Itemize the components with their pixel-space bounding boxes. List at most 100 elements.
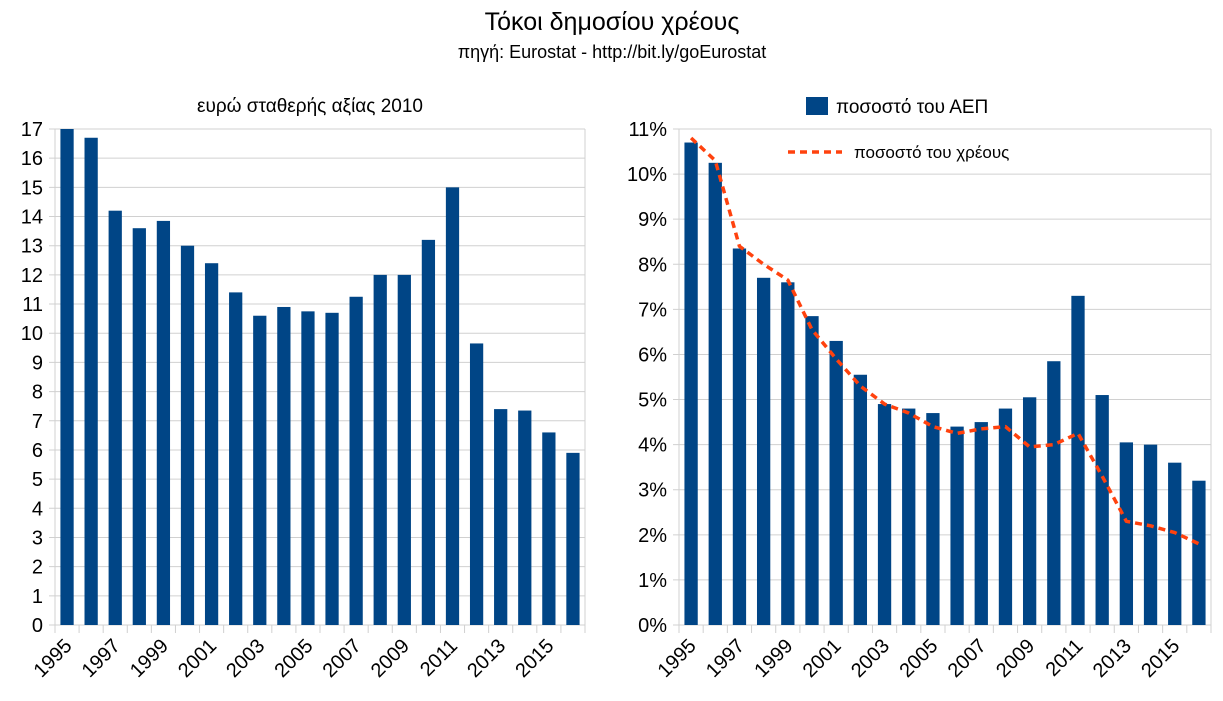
bar-2006 <box>950 426 964 625</box>
y-tick-label: 16 <box>21 148 43 170</box>
bar-2009 <box>1022 397 1037 625</box>
bar-2008 <box>373 274 387 625</box>
bar-2015 <box>1168 462 1182 625</box>
y-tick-label: 7% <box>638 299 667 321</box>
y-tick-label: 6% <box>638 344 667 366</box>
bar-1996 <box>84 137 98 626</box>
bar-2004 <box>902 408 916 625</box>
chart-title: Τόκοι δημοσίου χρέους <box>485 8 740 36</box>
x-tick-label: 2005 <box>270 635 317 682</box>
y-tick-label: 11% <box>628 119 667 141</box>
bar-2016 <box>1192 480 1206 625</box>
bar-2005 <box>926 413 940 625</box>
y-tick-label: 2 <box>32 557 43 579</box>
bar-2003 <box>877 404 892 625</box>
y-tick-label: 17 <box>21 119 43 141</box>
y-tick-label: 6 <box>32 440 43 462</box>
y-tick-label: 9 <box>32 352 43 374</box>
bar-1998 <box>132 228 146 625</box>
y-tick-label: 7 <box>32 411 43 433</box>
legend-label-bar: ποσοστό του ΑΕΠ <box>836 97 988 118</box>
bar-2006 <box>325 312 339 625</box>
bar-2011 <box>1071 295 1085 625</box>
bar-1997 <box>732 248 747 625</box>
bar-2000 <box>805 316 819 625</box>
y-tick-label: 0 <box>32 615 43 637</box>
y-tick-label: 0% <box>638 615 667 637</box>
bar-2001 <box>204 263 219 625</box>
x-tick-label: 2001 <box>174 635 221 682</box>
y-tick-label: 1 <box>32 586 43 608</box>
y-tick-label: 3 <box>32 527 43 549</box>
x-tick-label: 2001 <box>799 635 846 682</box>
y-tick-label: 4 <box>32 498 43 520</box>
x-tick-label: 2003 <box>847 635 894 682</box>
y-tick-label: 12 <box>21 265 43 287</box>
y-tick-label: 5% <box>638 390 667 412</box>
bar-2007 <box>349 296 363 625</box>
bar-2015 <box>542 432 556 625</box>
bar-2002 <box>229 292 243 625</box>
y-tick-label: 1% <box>638 570 667 592</box>
x-tick-label: 1997 <box>702 635 749 682</box>
y-tick-label: 15 <box>21 177 43 199</box>
bar-2005 <box>301 311 315 625</box>
bar-2008 <box>998 408 1013 625</box>
bar-2001 <box>829 340 843 625</box>
right-chart: 0%1%2%3%4%5%6%7%8%9%10%11%1995 1997 1999 20… <box>627 119 1212 682</box>
bar-2003 <box>253 315 267 625</box>
x-tick-label: 1999 <box>750 635 797 682</box>
bar-2007 <box>974 422 988 625</box>
x-tick-label: 2007 <box>319 635 366 682</box>
y-tick-label: 2% <box>638 525 667 547</box>
bar-1999 <box>156 220 171 625</box>
bar-2002 <box>853 374 868 625</box>
x-tick-label: 2007 <box>944 635 991 682</box>
x-tick-label: 2011 <box>416 635 462 681</box>
x-tick-label: 2005 <box>895 635 942 682</box>
line-series-debt-share <box>689 136 1200 546</box>
x-tick-label: 1995 <box>30 635 77 682</box>
bar-2010 <box>421 239 436 625</box>
legend-swatch-bar <box>806 97 828 115</box>
bar-2009 <box>397 274 411 625</box>
x-tick-label: 2011 <box>1042 635 1088 681</box>
x-tick-label: 1999 <box>126 635 173 682</box>
x-tick-label: 2015 <box>511 635 558 682</box>
x-tick-label: 1995 <box>654 635 701 682</box>
bar-2013 <box>494 409 508 625</box>
y-tick-label: 5 <box>32 469 43 491</box>
y-tick-label: 8 <box>32 382 43 404</box>
bar-1999 <box>781 282 795 625</box>
bar-1998 <box>756 277 771 625</box>
y-tick-label: 11 <box>22 294 43 316</box>
x-tick-label: 2015 <box>1137 635 1184 682</box>
bar-2014 <box>518 410 532 625</box>
y-tick-label: 13 <box>21 236 43 258</box>
y-tick-label: 8% <box>638 254 667 276</box>
y-tick-label: 10 <box>21 323 43 345</box>
x-tick-label: 2009 <box>992 635 1039 682</box>
legend: ποσοστό του ΑΕΠ ποσοστό του χρέους <box>788 97 1009 162</box>
bar-2014 <box>1143 444 1158 625</box>
x-tick-label: 2013 <box>1089 635 1136 682</box>
bar-2013 <box>1119 442 1134 625</box>
x-tick-label: 2003 <box>222 635 269 682</box>
x-tick-label: 1997 <box>78 635 125 682</box>
y-tick-label: 9% <box>638 209 667 231</box>
bar-2016 <box>566 452 580 625</box>
bar-1997 <box>108 210 122 625</box>
y-tick-label: 10% <box>627 164 667 186</box>
y-tick-label: 14 <box>21 207 43 229</box>
y-tick-label: 4% <box>638 435 667 457</box>
bar-2012 <box>469 343 484 625</box>
left-chart-title: ευρώ σταθερής αξίας 2010 <box>197 96 423 117</box>
x-tick-label: 2009 <box>367 635 414 682</box>
bar-1995 <box>684 142 698 625</box>
bar-2000 <box>180 245 195 626</box>
bar-2012 <box>1095 395 1109 625</box>
y-tick-label: 3% <box>638 480 667 502</box>
bar-2010 <box>1047 361 1061 625</box>
